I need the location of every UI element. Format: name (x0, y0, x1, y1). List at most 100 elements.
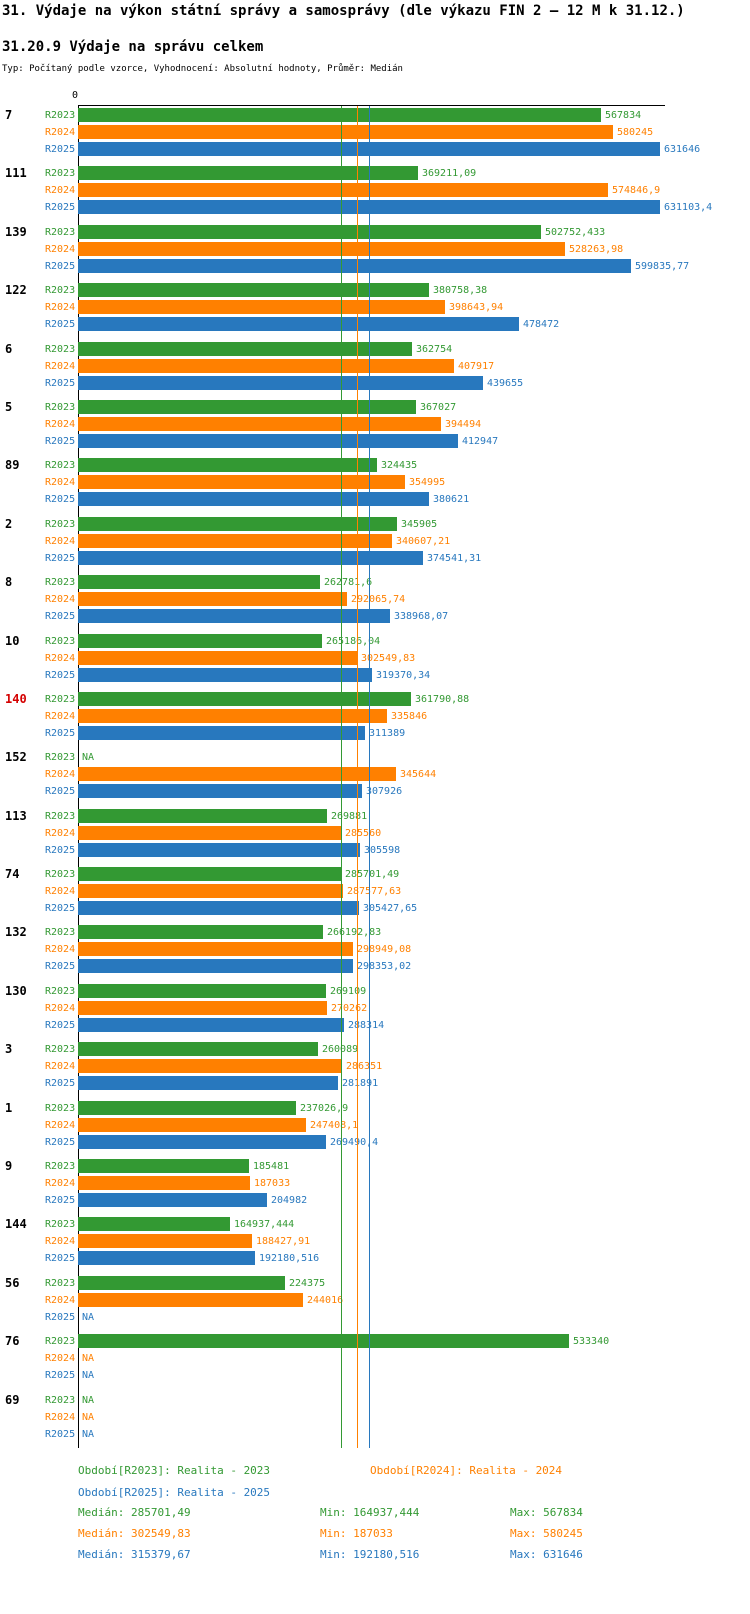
bar-group-7: 7 R2023 567834 R2024 580245 R2025 631646 (0, 107, 750, 158)
na-label: NA (82, 1370, 95, 1382)
bar-R2023 (78, 108, 601, 122)
legend-r2023: Období[R2023]: Realita - 2023 (78, 1464, 271, 1477)
bar-R2024 (78, 1059, 342, 1074)
group-id-label: 7 (5, 108, 13, 122)
bar-group-144: 144 R2023 164937,444 R2024 188427,91 R2025 192… (0, 1216, 750, 1267)
bar-group-5: 5 R2023 367027 R2024 394494 R2025 412947 (0, 399, 750, 450)
series-label-R2025: R2025 (45, 435, 76, 447)
bar-group-56: 56 R2023 224375 R2024 244016 R2025 NA (0, 1275, 750, 1326)
series-label-R2025: R2025 (45, 552, 76, 564)
bar-row: R2024 298949,08 (0, 941, 750, 958)
value-label: 270262 (331, 1002, 368, 1014)
stat-median-r2023: Medián: 285701,49 (78, 1506, 191, 1519)
bar-R2024 (78, 533, 392, 548)
value-label: 260089 (322, 1044, 359, 1056)
series-label-R2023: R2023 (45, 343, 76, 355)
series-label-R2024: R2024 (45, 1178, 76, 1190)
bar-row: 76 R2023 533340 (0, 1333, 750, 1350)
series-label-R2025: R2025 (45, 1019, 76, 1031)
value-label: 335846 (391, 710, 428, 722)
value-label: 266192,83 (327, 927, 382, 939)
value-label: 247408,1 (310, 1119, 359, 1131)
series-label-R2025: R2025 (45, 1370, 76, 1382)
bar-R2024 (78, 183, 608, 198)
series-label-R2023: R2023 (45, 168, 76, 180)
bar-row: R2025 204982 (0, 1192, 750, 1209)
value-label: 528263,98 (569, 243, 624, 255)
bar-chart: 0 7 R2023 567834 R2024 580245 R2025 631646 111 R… (0, 90, 750, 1448)
bar-group-139: 139 R2023 502752,433 R2024 528263,98 R2025 599… (0, 224, 750, 275)
series-label-R2024: R2024 (45, 1061, 76, 1073)
value-label: 599835,77 (635, 260, 690, 272)
value-label: 285701,49 (345, 869, 400, 881)
bar-R2024 (78, 358, 454, 373)
group-id-label: 89 (5, 458, 20, 473)
bar-R2023 (78, 691, 411, 706)
series-label-R2025: R2025 (45, 319, 76, 331)
value-label: 380758,38 (433, 285, 488, 297)
bar-R2025 (78, 1017, 344, 1032)
series-label-R2024: R2024 (45, 127, 76, 138)
stat-min-r2025: Min: 192180,516 (320, 1548, 420, 1561)
bar-row: 89 R2023 324435 (0, 457, 750, 474)
bar-row: R2024 354995 (0, 474, 750, 491)
bar-row: 8 R2023 262781,6 (0, 574, 750, 591)
value-label: 567834 (605, 110, 642, 121)
series-label-R2025: R2025 (45, 1311, 76, 1323)
series-label-R2025: R2025 (45, 961, 76, 973)
bar-R2025 (78, 1251, 255, 1266)
page-title: 31. Výdaje na výkon státní správy a samo… (2, 3, 685, 19)
bar-row: R2024 244016 (0, 1292, 750, 1309)
series-label-R2024: R2024 (45, 1236, 76, 1248)
bar-row: 152 R2023 NA (0, 749, 750, 766)
series-label-R2023: R2023 (45, 693, 76, 705)
bar-group-6: 6 R2023 362754 R2024 407917 R2025 439655 (0, 341, 750, 392)
value-label: 324435 (381, 460, 418, 472)
series-label-R2024: R2024 (45, 652, 76, 664)
bar-R2023 (78, 1159, 249, 1174)
value-label: 380621 (433, 494, 470, 506)
series-label-R2023: R2023 (45, 285, 76, 297)
stat-median-r2025: Medián: 315379,67 (78, 1548, 191, 1561)
value-label: 269881 (331, 810, 368, 822)
value-label: 340607,21 (396, 535, 451, 547)
series-label-R2024: R2024 (45, 418, 76, 430)
series-label-R2023: R2023 (45, 752, 76, 764)
bar-row: R2024 407917 (0, 358, 750, 375)
na-label: NA (82, 1311, 95, 1323)
bar-row: 144 R2023 164937,444 (0, 1216, 750, 1233)
value-label: 164937,444 (234, 1219, 295, 1231)
bar-row: R2025 412947 (0, 433, 750, 450)
series-label-R2025: R2025 (45, 669, 76, 681)
series-label-R2024: R2024 (45, 594, 76, 606)
group-id-label: 132 (5, 925, 27, 940)
bar-R2023 (78, 166, 418, 181)
value-label: 412947 (462, 435, 499, 447)
bar-group-1: 1 R2023 237026,9 R2024 247408,1 R2025 269490,4 (0, 1100, 750, 1151)
group-id-label: 74 (5, 867, 20, 882)
bar-row: R2024 NA (0, 1350, 750, 1367)
stat-max-r2025: Max: 631646 (510, 1548, 583, 1561)
series-label-R2023: R2023 (45, 1336, 76, 1348)
value-label: 204982 (271, 1195, 308, 1207)
bar-R2023 (78, 224, 541, 239)
value-label: 298949,08 (357, 944, 412, 956)
value-label: 237026,9 (300, 1102, 349, 1114)
series-label-R2023: R2023 (45, 635, 76, 647)
value-label: 287577,63 (347, 886, 402, 898)
bar-row: 130 R2023 269109 (0, 983, 750, 1000)
group-id-label: 10 (5, 633, 20, 648)
bar-row: R2025 319370,34 (0, 667, 750, 684)
axis-top-line (78, 105, 665, 106)
bar-row: R2025 599835,77 (0, 258, 750, 275)
bar-R2023 (78, 516, 397, 531)
value-label: 187033 (254, 1178, 291, 1190)
series-label-R2024: R2024 (45, 944, 76, 956)
bar-group-9: 9 R2023 185481 R2024 187033 R2025 204982 (0, 1158, 750, 1209)
stat-max-r2024: Max: 580245 (510, 1527, 583, 1540)
bar-group-122: 122 R2023 380758,38 R2024 398643,94 R2025 4784… (0, 282, 750, 333)
series-label-R2023: R2023 (45, 226, 76, 238)
bar-row: R2025 NA (0, 1426, 750, 1443)
bar-row: 69 R2023 NA (0, 1392, 750, 1409)
value-label: 345905 (401, 518, 438, 530)
